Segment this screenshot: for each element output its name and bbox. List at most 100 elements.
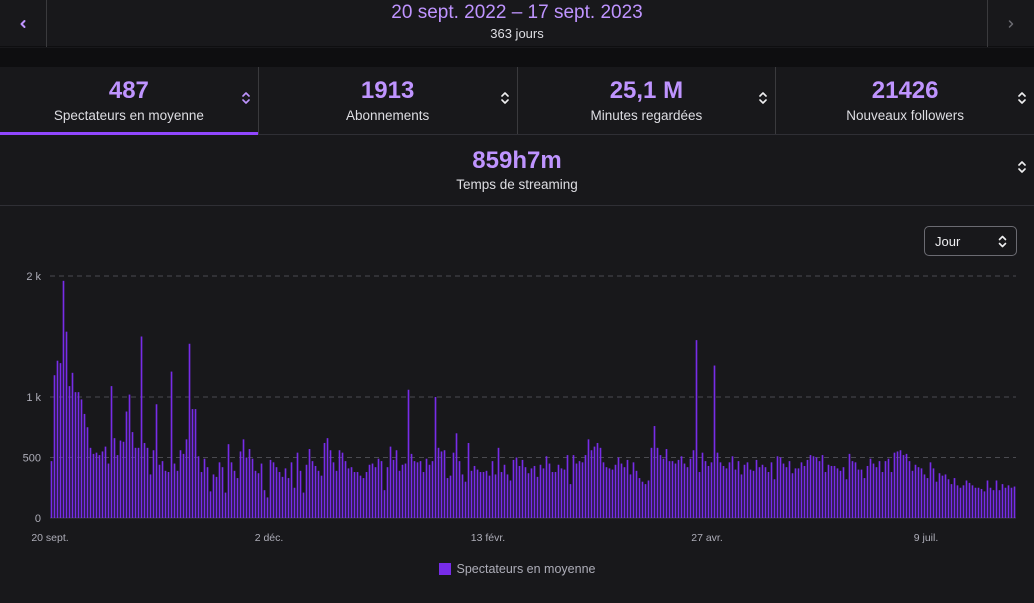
- chart-bar[interactable]: [125, 411, 128, 518]
- chart-bar[interactable]: [227, 444, 230, 518]
- chart-bar[interactable]: [473, 465, 476, 518]
- chart-bar[interactable]: [770, 462, 773, 518]
- chart-bar[interactable]: [737, 461, 740, 518]
- chart-bar[interactable]: [863, 478, 866, 518]
- chart-bar[interactable]: [746, 462, 749, 518]
- chart-bar[interactable]: [113, 438, 116, 518]
- stat-average-viewers[interactable]: 487 Spectateurs en moyenne: [0, 67, 259, 135]
- chart-bar[interactable]: [641, 481, 644, 518]
- chart-bar[interactable]: [689, 458, 692, 518]
- chart-bar[interactable]: [662, 458, 665, 518]
- chart-bar[interactable]: [962, 485, 965, 518]
- chart-bar[interactable]: [608, 468, 611, 518]
- previous-period-button[interactable]: [0, 0, 47, 47]
- chart-bar[interactable]: [116, 455, 119, 518]
- chart-bar[interactable]: [404, 463, 407, 518]
- chart-bar[interactable]: [389, 446, 392, 518]
- chart-bar[interactable]: [893, 452, 896, 518]
- chart-bar[interactable]: [836, 468, 839, 518]
- chart-bar[interactable]: [941, 475, 944, 518]
- chart-bar[interactable]: [293, 487, 296, 518]
- chart-bar[interactable]: [827, 464, 830, 518]
- chart-bar[interactable]: [971, 485, 974, 518]
- chart-bar[interactable]: [959, 487, 962, 518]
- chart-bar[interactable]: [401, 464, 404, 518]
- chart-bar[interactable]: [221, 467, 224, 518]
- chart-bar[interactable]: [128, 394, 131, 518]
- chart-bar[interactable]: [212, 474, 215, 518]
- chart-bar[interactable]: [245, 457, 248, 519]
- chart-bar[interactable]: [593, 446, 596, 518]
- chart-bar[interactable]: [752, 470, 755, 518]
- stat-subscriptions[interactable]: 1913 Abonnements: [259, 67, 518, 134]
- chart-bar[interactable]: [107, 463, 110, 518]
- chart-bar[interactable]: [242, 439, 245, 518]
- chart-bar[interactable]: [590, 450, 593, 518]
- chart-bar[interactable]: [614, 464, 617, 518]
- chart-bar[interactable]: [932, 468, 935, 518]
- chart-bar[interactable]: [416, 462, 419, 518]
- chart-bar[interactable]: [800, 462, 803, 518]
- chart-bar[interactable]: [929, 462, 932, 518]
- chart-bar[interactable]: [830, 465, 833, 518]
- chart-bar[interactable]: [875, 467, 878, 518]
- chart-bar[interactable]: [644, 484, 647, 518]
- chart-bar[interactable]: [821, 455, 824, 518]
- chart-bar[interactable]: [521, 459, 524, 518]
- chart-bar[interactable]: [623, 467, 626, 518]
- stat-minutes-watched[interactable]: 25,1 M Minutes regardées: [518, 67, 777, 134]
- chart-bar[interactable]: [191, 409, 194, 518]
- chart-bar[interactable]: [1007, 485, 1010, 518]
- chart-bar[interactable]: [152, 450, 155, 518]
- chart-bar[interactable]: [230, 462, 233, 518]
- chart-bar[interactable]: [914, 464, 917, 518]
- chart-bar[interactable]: [137, 447, 140, 518]
- chart-bar[interactable]: [617, 457, 620, 519]
- chart-bar[interactable]: [548, 463, 551, 518]
- chart-bar[interactable]: [1001, 484, 1004, 518]
- chart-bar[interactable]: [284, 468, 287, 518]
- chart-bar[interactable]: [377, 458, 380, 518]
- chart-bar[interactable]: [497, 447, 500, 518]
- chart-bar[interactable]: [83, 413, 86, 518]
- chart-bar[interactable]: [341, 452, 344, 518]
- chart-bar[interactable]: [557, 464, 560, 518]
- chart-bar[interactable]: [692, 450, 695, 518]
- chart-bar[interactable]: [197, 456, 200, 518]
- chart-bar[interactable]: [440, 451, 443, 518]
- chart-bar[interactable]: [905, 453, 908, 518]
- chart-bar[interactable]: [53, 375, 56, 518]
- chart-bar[interactable]: [857, 469, 860, 518]
- chart-bar[interactable]: [176, 470, 179, 518]
- chart-bar[interactable]: [446, 478, 449, 518]
- chart-bar[interactable]: [725, 468, 728, 518]
- chart-bar[interactable]: [437, 447, 440, 518]
- chart-bar[interactable]: [86, 427, 89, 518]
- chart-bar[interactable]: [980, 488, 983, 518]
- chart-bar[interactable]: [233, 470, 236, 518]
- chart-bar[interactable]: [59, 363, 62, 518]
- chart-bar[interactable]: [365, 472, 368, 518]
- chart-bar[interactable]: [134, 447, 137, 518]
- chart-bar[interactable]: [935, 481, 938, 518]
- chart-bar[interactable]: [695, 340, 698, 518]
- chart-bar[interactable]: [539, 464, 542, 518]
- chart-bar[interactable]: [500, 472, 503, 518]
- chart-bar[interactable]: [200, 472, 203, 518]
- chart-bar[interactable]: [950, 484, 953, 518]
- chart-bar[interactable]: [71, 372, 74, 518]
- chart-bar[interactable]: [260, 463, 263, 518]
- chart-bar[interactable]: [596, 442, 599, 518]
- chart-bar[interactable]: [140, 336, 143, 519]
- chart-bar[interactable]: [896, 451, 899, 518]
- chart-bar[interactable]: [536, 476, 539, 518]
- chart-bar[interactable]: [257, 473, 260, 518]
- chart-bar[interactable]: [323, 442, 326, 518]
- chart-bar[interactable]: [488, 475, 491, 518]
- chart-bar[interactable]: [89, 447, 92, 518]
- chart-bar[interactable]: [203, 458, 206, 518]
- chart-bar[interactable]: [638, 478, 641, 518]
- chart-bar[interactable]: [311, 461, 314, 518]
- chart-bar[interactable]: [392, 459, 395, 518]
- chart-bar[interactable]: [920, 468, 923, 518]
